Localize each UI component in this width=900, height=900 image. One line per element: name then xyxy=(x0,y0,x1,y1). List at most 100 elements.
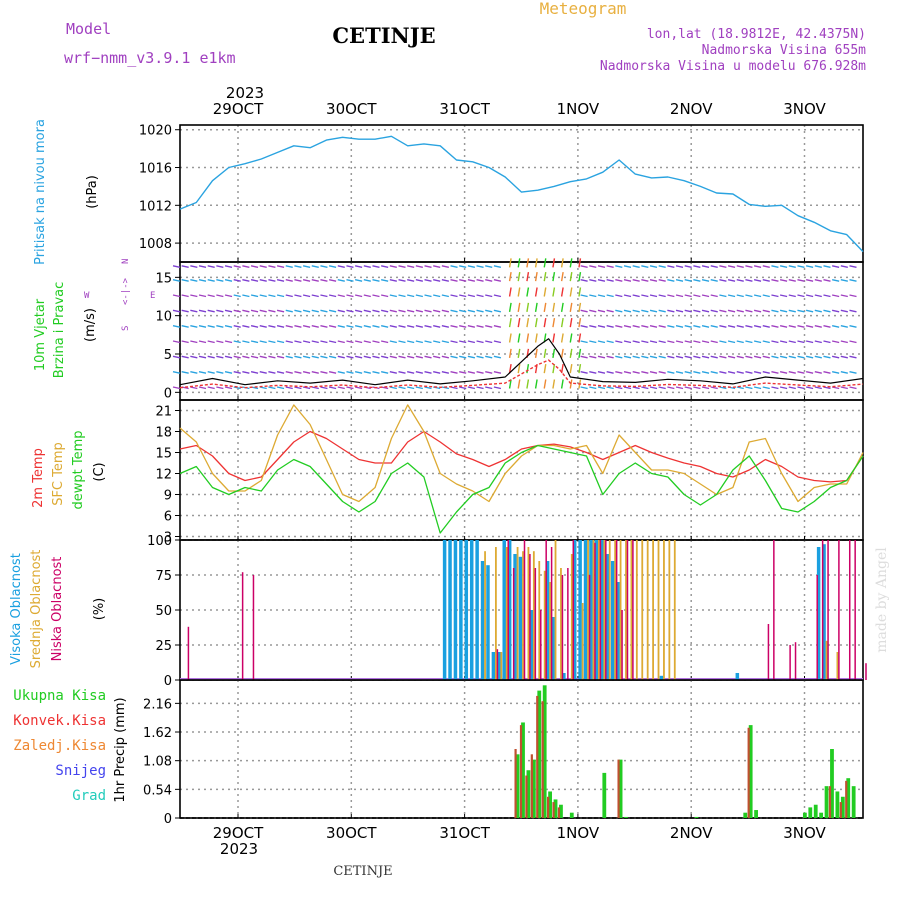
wind-arrow xyxy=(727,309,736,313)
y-tick-label: 1020 xyxy=(139,124,172,139)
wind-arrow xyxy=(294,309,302,313)
wind-arrow xyxy=(181,309,189,313)
wind-arrow xyxy=(745,324,753,328)
wind-arrow xyxy=(823,324,831,328)
wind-arrow xyxy=(517,318,521,328)
y-tick-label: 10 xyxy=(155,310,172,325)
wind-arrow xyxy=(450,265,458,269)
wind-arrow xyxy=(398,355,406,359)
wind-arrow xyxy=(216,309,224,313)
wind-arrow xyxy=(736,340,744,344)
wind-arrow xyxy=(693,386,701,390)
wind-arrow xyxy=(485,294,493,298)
wind-arrow xyxy=(517,348,521,358)
top-day-label: 30OCT xyxy=(326,100,377,118)
wind-arrow xyxy=(623,278,632,282)
wind-arrow xyxy=(615,340,623,344)
wind-arrow xyxy=(578,302,582,312)
precip-total-label: Ukupna Kisa xyxy=(13,688,106,704)
wind-arrow xyxy=(641,265,649,269)
wind-arrow xyxy=(771,386,779,390)
temp-dew-label: dewpt Temp xyxy=(71,430,86,509)
cloud-high-bar xyxy=(507,540,512,680)
wind-arrow xyxy=(517,302,521,312)
wind-arrow xyxy=(346,386,354,390)
wind-arrow xyxy=(198,324,207,328)
wind-arrow xyxy=(684,370,692,374)
wind-arrow xyxy=(805,386,814,390)
cloud-low-bar xyxy=(567,568,569,680)
wind-arrow xyxy=(805,278,814,282)
wind-arrow xyxy=(337,278,345,282)
wind-arrow xyxy=(675,355,684,359)
wind-arrow xyxy=(508,287,512,297)
wind-arrow xyxy=(745,386,753,390)
wind-arrow xyxy=(797,340,805,344)
cloud-mid-bar xyxy=(549,582,552,680)
precip-total-bar xyxy=(819,812,824,818)
top-day-label: 3NOV xyxy=(783,100,826,118)
wind-arrow xyxy=(216,370,224,374)
wind-arrow xyxy=(294,386,302,390)
wind-arrow xyxy=(675,340,684,344)
wind-arrow xyxy=(268,355,276,359)
wind-arrow xyxy=(543,364,547,374)
wind-arrow xyxy=(805,355,814,359)
wind-arrow xyxy=(207,340,215,344)
wind-arrow xyxy=(814,278,822,282)
wind-arrow xyxy=(407,265,415,269)
wind-arrow xyxy=(710,340,718,344)
wind-arrow xyxy=(693,370,701,374)
wind-arrow xyxy=(701,265,710,269)
wind-arrow xyxy=(268,278,276,282)
wind-arrow xyxy=(832,309,840,313)
wind-arrow xyxy=(302,355,311,359)
precip-total-bar xyxy=(618,759,623,818)
wind-arrow xyxy=(493,370,502,374)
bottom-day-label: 1NOV xyxy=(557,824,600,842)
wind-arrow xyxy=(328,294,337,298)
wind-arrow xyxy=(337,355,345,359)
wind-arrow xyxy=(560,258,564,268)
wind-arrow xyxy=(606,265,614,269)
wind-arrow xyxy=(233,294,241,298)
wind-arrow xyxy=(649,309,658,313)
y-tick-label: 0 xyxy=(164,812,172,827)
wind-arrow xyxy=(415,294,423,298)
cloud-low-bar xyxy=(599,540,602,680)
wind-arrow xyxy=(675,370,684,374)
wind-arrow xyxy=(534,302,538,312)
wind-arrow xyxy=(710,309,718,313)
wind-arrow xyxy=(450,309,458,313)
wind-arrow xyxy=(363,294,371,298)
wind-arrow xyxy=(433,278,441,282)
wind-arrow xyxy=(736,386,744,390)
wind-arrow xyxy=(407,309,415,313)
wind-arrow xyxy=(623,309,632,313)
wind-arrow xyxy=(354,309,363,313)
wind-arrow xyxy=(543,348,547,358)
top-day-label: 31OCT xyxy=(439,100,490,118)
wind-arrow xyxy=(745,370,753,374)
wind-arrow xyxy=(615,386,623,390)
wind-arrow xyxy=(543,287,547,297)
wind-arrow xyxy=(276,324,285,328)
wind-arrow xyxy=(424,294,432,298)
wind-arrow xyxy=(459,294,467,298)
wind-arrow xyxy=(389,324,397,328)
wind-arrow xyxy=(198,265,207,269)
precip-conv-bar xyxy=(617,759,620,818)
wind-arrow xyxy=(450,340,458,344)
wind-arrow xyxy=(823,370,831,374)
cloud-mid-bar xyxy=(646,540,649,680)
wind-arrow xyxy=(667,309,675,313)
wind-arrow xyxy=(424,278,432,282)
wind-arrow xyxy=(224,324,233,328)
cloud-high-bar xyxy=(545,561,550,680)
wind-arrow xyxy=(354,340,363,344)
wind-arrow xyxy=(727,355,736,359)
wind-arrow xyxy=(415,265,423,269)
cloud-low-bar xyxy=(821,540,824,680)
wind-arrow xyxy=(745,309,753,313)
wind-arrow xyxy=(363,278,371,282)
